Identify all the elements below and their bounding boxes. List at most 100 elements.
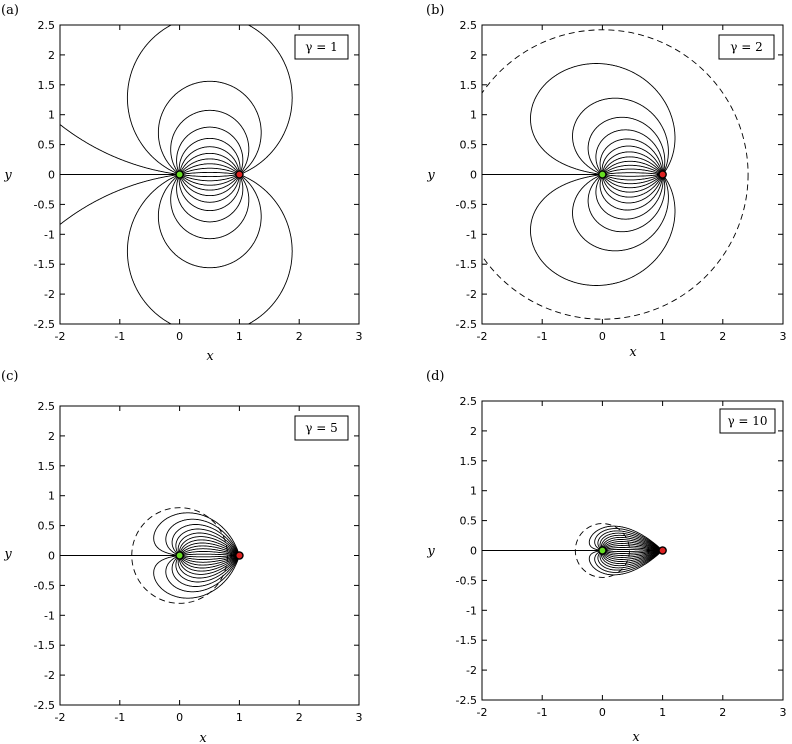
source-point — [598, 546, 607, 555]
field-line — [601, 550, 663, 560]
field-line — [597, 530, 663, 551]
field-line — [177, 532, 240, 556]
field-line — [601, 174, 663, 198]
field-line — [601, 174, 664, 204]
field-line — [153, 512, 240, 556]
x-tick-label: 0 — [176, 330, 183, 343]
y-tick-label: -2 — [466, 288, 477, 301]
field-line — [179, 174, 240, 182]
y-tick-label: -2.5 — [456, 694, 477, 707]
field-line — [595, 174, 664, 220]
field-line — [602, 545, 663, 551]
field-line — [179, 555, 240, 558]
sink-point — [658, 170, 667, 179]
field-line — [602, 164, 663, 175]
y-tick-label: -2.5 — [456, 318, 477, 331]
x-tick-label: 1 — [659, 706, 666, 719]
y-tick-label: -2.5 — [34, 699, 55, 712]
field-line — [179, 174, 240, 191]
x-tick-label: 3 — [356, 330, 363, 343]
field-line — [170, 109, 250, 175]
field-line — [179, 553, 240, 556]
y-tick-label: 2.5 — [38, 19, 56, 32]
source-point — [175, 551, 184, 560]
y-tick-label: 2 — [470, 49, 477, 62]
field-line — [602, 174, 663, 181]
field-line — [530, 63, 676, 175]
gamma-legend-box — [294, 415, 349, 441]
sink-point — [658, 546, 667, 555]
field-line — [179, 146, 240, 175]
field-line — [179, 152, 240, 175]
boundary-circle — [131, 507, 228, 604]
field-line — [165, 555, 240, 593]
panel-3: -2 -1 0 1 2 32.521.510.50-0.5-1-1.5-2-2.5xy(c… — [1, 369, 363, 744]
x-tick-label: 3 — [780, 706, 787, 719]
field-line — [179, 174, 240, 203]
field-line — [179, 542, 240, 556]
y-tick-label: -2 — [44, 288, 55, 301]
field-line — [601, 145, 664, 175]
y-tick-label: 0.5 — [460, 515, 478, 528]
x-axis-label: x — [632, 730, 640, 744]
field-line — [599, 550, 663, 569]
field-line — [602, 543, 663, 551]
source-point — [175, 170, 184, 179]
y-axis-label: y — [426, 544, 435, 559]
x-tick-label: -2 — [55, 711, 66, 724]
y-tick-label: -0.5 — [34, 198, 55, 211]
x-tick-label: 0 — [176, 711, 183, 724]
field-line — [179, 158, 240, 175]
field-line — [572, 97, 669, 175]
field-line — [601, 174, 663, 193]
field-line — [178, 174, 241, 212]
y-axis-label: y — [426, 168, 435, 183]
gamma-legend-box — [719, 408, 776, 434]
field-line — [602, 550, 663, 552]
field-line — [178, 137, 241, 175]
field-line — [599, 532, 663, 551]
panel-label: (c) — [1, 369, 18, 384]
y-axis-label: y — [3, 547, 12, 562]
field-line — [572, 174, 669, 252]
field-line — [178, 555, 240, 575]
y-tick-label: 0.5 — [38, 139, 56, 152]
x-axis-label: x — [206, 349, 214, 364]
y-tick-label: 1 — [470, 109, 477, 122]
y-tick-label: -2 — [44, 669, 55, 682]
field-line — [601, 541, 663, 551]
y-tick-label: 1.5 — [460, 79, 478, 92]
panel-label: (b) — [426, 3, 444, 18]
field-line — [175, 528, 240, 556]
y-tick-label: -0.5 — [34, 579, 55, 592]
x-tick-label: 0 — [599, 706, 606, 719]
y-axis-label: y — [3, 168, 12, 183]
field-line — [178, 536, 240, 556]
y-tick-label: 0.5 — [460, 139, 478, 152]
y-tick-label: -1 — [44, 609, 55, 622]
field-line — [176, 126, 244, 175]
field-line — [179, 555, 240, 569]
y-tick-label: -1 — [466, 604, 477, 617]
x-axis-label: x — [199, 731, 207, 744]
gamma-legend-box — [718, 34, 775, 60]
x-tick-label: -2 — [477, 706, 488, 719]
field-line — [602, 160, 663, 175]
y-tick-label: 0 — [48, 550, 55, 563]
field-line — [602, 172, 663, 175]
field-line — [171, 555, 240, 587]
field-line — [179, 555, 240, 572]
x-tick-label: 2 — [719, 706, 726, 719]
field-line — [157, 80, 262, 175]
field-line — [601, 550, 663, 562]
field-line — [126, 25, 293, 175]
y-tick-label: -0.5 — [456, 198, 477, 211]
field-line — [170, 174, 250, 240]
field-line — [597, 550, 663, 571]
y-tick-label: -2.5 — [34, 318, 55, 331]
x-tick-label: 3 — [356, 711, 363, 724]
x-tick-label: 2 — [296, 330, 303, 343]
field-line — [587, 174, 666, 233]
field-line — [599, 138, 664, 175]
field-lines — [482, 523, 663, 578]
